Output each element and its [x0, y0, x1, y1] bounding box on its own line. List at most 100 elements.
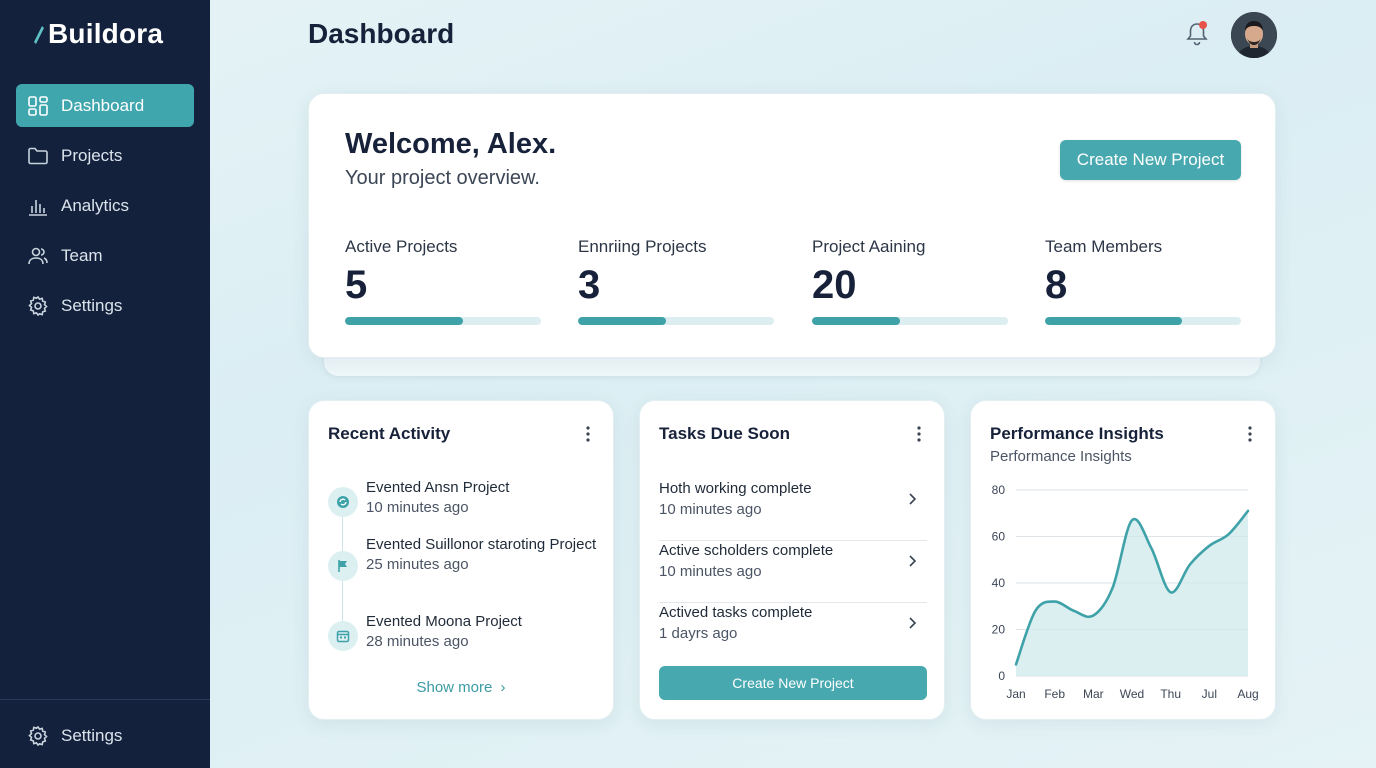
sidebar: Buildora Dashboard Projects: [0, 0, 210, 768]
activity-time: 10 minutes ago: [366, 499, 469, 516]
panel-subtitle: Performance Insights: [990, 448, 1132, 465]
show-more-link[interactable]: Show more ›: [309, 679, 613, 696]
brand-name: Buildora: [48, 18, 164, 49]
chevron-right-icon: ›: [500, 679, 506, 696]
notification-dot: [1199, 21, 1207, 29]
series-area: [1016, 510, 1248, 676]
panel-title: Tasks Due Soon: [659, 424, 790, 443]
stat-label: Ennriing Projects: [578, 237, 707, 256]
sidebar-item-projects[interactable]: Projects: [16, 134, 194, 177]
x-tick-label: Wed: [1120, 687, 1144, 701]
stat-value: 8: [1045, 263, 1068, 307]
create-new-project-button[interactable]: Create New Project: [1060, 140, 1241, 180]
performance-chart: 0 20 40 60 80 Jan Feb Mar Wed Thu Jul Aug: [992, 483, 1259, 701]
series-line: [1014, 509, 1250, 666]
gear-icon: [27, 725, 49, 747]
performance-insights-card: Performance Insights Performance Insight…: [970, 400, 1276, 720]
stat-progress-fill: [812, 317, 901, 325]
stat-ennriing-projects: Ennriing Projects 3: [578, 237, 774, 325]
activity-time: 28 minutes ago: [366, 633, 469, 650]
x-tick-label: Jul: [1202, 687, 1217, 701]
activity-title: Evented Ansn Project: [366, 479, 510, 496]
stat-value: 5: [345, 263, 368, 307]
stat-label: Project Aaining: [812, 237, 926, 256]
stat-active-projects: Active Projects 5: [345, 237, 541, 325]
activity-title: Evented Suillonor staroting Project: [366, 536, 597, 553]
stat-value: 20: [812, 263, 857, 307]
y-tick-label: 20: [992, 623, 1006, 637]
task-title: Hoth working complete: [659, 480, 812, 497]
activity-title: Evented Moona Project: [366, 613, 522, 630]
users-icon: [27, 245, 49, 267]
x-tick-label: Thu: [1160, 687, 1181, 701]
stat-progress-fill: [578, 317, 667, 325]
more-options-icon[interactable]: [916, 425, 922, 443]
y-tick-label: 0: [998, 669, 1005, 683]
task-title: Actived tasks complete: [659, 604, 813, 621]
welcome-subtitle: Your project overview.: [345, 167, 540, 189]
user-avatar[interactable]: [1231, 12, 1277, 58]
grid-icon: [27, 95, 49, 117]
show-more-label: Show more: [416, 679, 493, 696]
activity-time: 25 minutes ago: [366, 556, 469, 573]
panel-title: Performance Insights: [990, 424, 1164, 443]
y-tick-label: 60: [992, 530, 1006, 544]
sidebar-item-settings-bottom[interactable]: Settings: [16, 714, 194, 757]
sidebar-item-analytics[interactable]: Analytics: [16, 184, 194, 227]
sidebar-item-label: Dashboard: [61, 95, 145, 115]
stat-progress-bar: [1045, 317, 1241, 325]
x-tick-label: Mar: [1083, 687, 1104, 701]
stat-progress-bar: [578, 317, 774, 325]
sidebar-item-label: Team: [61, 245, 103, 265]
brand-logo[interactable]: Buildora: [30, 18, 163, 50]
bar-chart-icon: [27, 195, 49, 217]
task-time: 10 minutes ago: [659, 563, 762, 580]
avatar-icon: [1231, 12, 1277, 58]
sidebar-item-dashboard[interactable]: Dashboard: [16, 84, 194, 127]
tasks-due-soon-card: Tasks Due Soon Hoth working complete 10 …: [639, 400, 945, 720]
stat-value: 3: [578, 263, 601, 307]
more-options-icon[interactable]: [1247, 425, 1253, 443]
y-tick-label: 40: [992, 576, 1006, 590]
panel-title: Recent Activity: [328, 424, 451, 443]
sidebar-item-team[interactable]: Team: [16, 234, 194, 277]
task-title: Active scholders complete: [659, 542, 834, 559]
bell-icon: [1186, 21, 1208, 46]
sidebar-item-label: Projects: [61, 145, 123, 165]
stat-label: Team Members: [1045, 237, 1163, 256]
chevron-right-icon: [909, 493, 917, 505]
task-time: 10 minutes ago: [659, 501, 762, 518]
folder-icon: [27, 145, 49, 167]
gear-icon: [27, 295, 49, 317]
stat-progress-fill: [1045, 317, 1183, 325]
stat-progress-fill: [345, 317, 463, 325]
refresh-icon: [328, 487, 358, 517]
x-tick-label: Feb: [1044, 687, 1065, 701]
notifications-button[interactable]: [1184, 20, 1210, 48]
sidebar-bottom: Settings: [16, 714, 194, 764]
chevron-right-icon: [909, 617, 917, 629]
sidebar-item-label: Analytics: [61, 195, 130, 215]
stat-team-members: Team Members 8: [1045, 237, 1241, 325]
stat-progress-bar: [345, 317, 541, 325]
welcome-card: Welcome, Alex. Your project overview. Cr…: [308, 93, 1276, 358]
more-options-icon[interactable]: [585, 425, 591, 443]
recent-activity-card: Recent Activity Evented Ansn Project 10 …: [308, 400, 614, 720]
task-row[interactable]: Active scholders complete 10 minutes ago: [659, 541, 927, 603]
flag-icon: [328, 551, 358, 581]
task-row[interactable]: Hoth working complete 10 minutes ago: [659, 479, 927, 541]
welcome-title: Welcome, Alex.: [345, 128, 557, 160]
page-title: Dashboard: [308, 18, 455, 49]
create-new-project-button-secondary[interactable]: Create New Project: [659, 666, 927, 700]
sidebar-nav: Dashboard Projects Analytics: [16, 84, 194, 334]
calendar-icon: [328, 621, 358, 651]
sidebar-item-label: Settings: [61, 725, 123, 745]
sidebar-item-label: Settings: [61, 295, 123, 315]
stat-progress-bar: [812, 317, 1008, 325]
sidebar-item-settings[interactable]: Settings: [16, 284, 194, 327]
task-time: 1 dayrs ago: [659, 625, 738, 642]
task-row[interactable]: Actived tasks complete 1 dayrs ago: [659, 603, 927, 665]
stat-label: Active Projects: [345, 237, 458, 256]
y-tick-label: 80: [992, 483, 1006, 497]
x-tick-label: Aug: [1237, 687, 1258, 701]
